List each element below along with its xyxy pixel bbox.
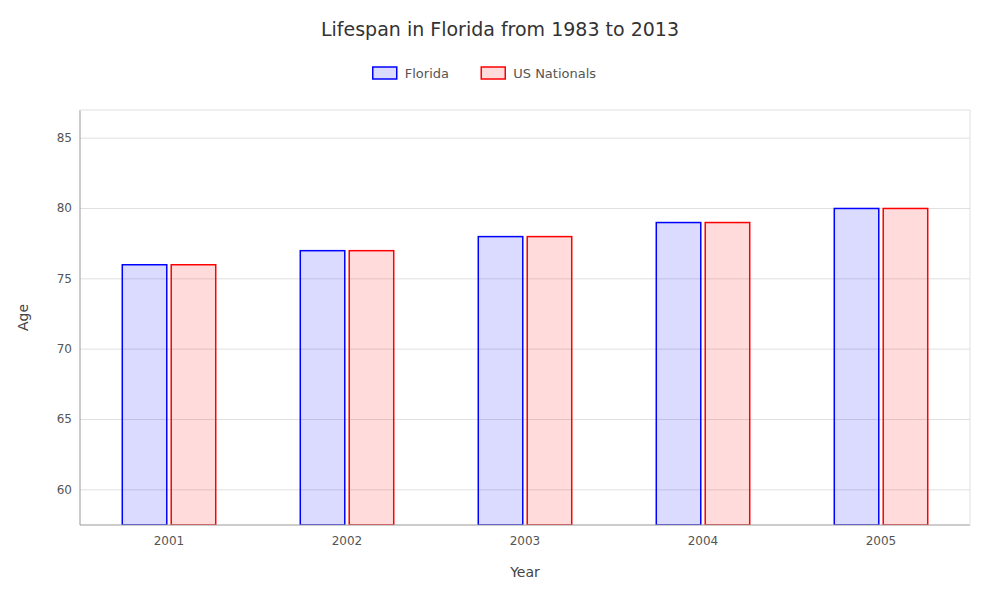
chart: Lifespan in Florida from 1983 to 2013 Flo… [0,0,1000,600]
y-tick-label: 85 [57,131,72,145]
bar [122,265,166,525]
legend-label: Florida [405,66,449,81]
y-tick-label: 60 [57,483,72,497]
y-tick-label: 70 [57,342,72,356]
legend: Florida US Nationals [373,66,597,81]
y-axis-line [80,110,81,525]
y-axis-label: Age [15,304,31,331]
legend-swatch [373,67,397,79]
y-tick-label: 80 [57,201,72,215]
y-tick-label: 75 [57,272,72,286]
bar [300,251,345,525]
x-tick-label: 2005 [866,534,897,548]
x-tick-label: 2001 [154,534,185,548]
x-tick-label: 2004 [688,534,719,548]
y-tick-label: 65 [57,412,72,426]
bars [122,208,927,525]
bar [349,251,394,525]
x-tick-label: 2003 [510,534,541,548]
bar [656,223,701,525]
bar [171,265,216,525]
grid-line [80,138,970,139]
x-tick-label: 2002 [332,534,363,548]
bar [705,223,750,525]
legend-swatch [481,67,505,79]
title: Lifespan in Florida from 1983 to 2013 [321,18,679,40]
x-axis-label: Year [509,564,540,580]
bar [834,208,879,525]
plot-frame [970,110,971,525]
bar [527,237,572,525]
x-axis-line [80,525,970,526]
bar [883,208,928,525]
bar [478,237,523,525]
legend-label: US Nationals [513,66,596,81]
plot-frame [80,110,970,111]
